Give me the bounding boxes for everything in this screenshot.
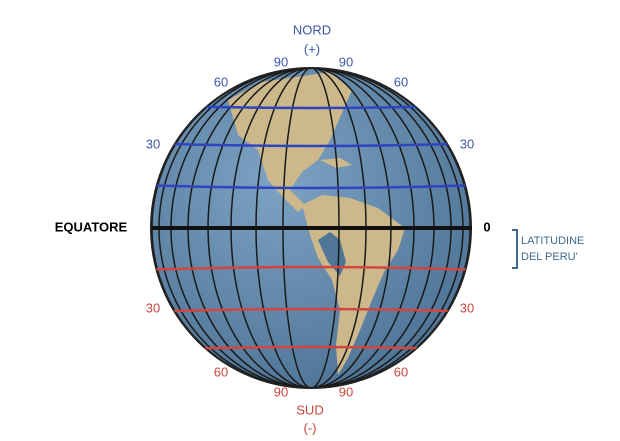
parallel xyxy=(151,307,471,314)
equator-value: 0 xyxy=(483,219,490,234)
latitude-label: 30 xyxy=(460,136,474,151)
latitude-label: 60 xyxy=(214,364,228,379)
latitude-label: 30 xyxy=(146,136,160,151)
latitude-label: 30 xyxy=(460,300,474,315)
latitude-label: 60 xyxy=(214,74,228,89)
north-sign: (+) xyxy=(304,41,320,56)
latitude-label: 90 xyxy=(339,384,353,399)
latitude-label: 90 xyxy=(339,54,353,69)
latitude-label: 90 xyxy=(274,384,288,399)
south-label: SUD xyxy=(296,402,323,417)
latitude-label: 90 xyxy=(274,54,288,69)
latitude-label: 30 xyxy=(146,300,160,315)
latitude-labels: 90 90 60 60 30 30 30 30 60 60 90 90 xyxy=(146,54,474,399)
parallel xyxy=(151,265,471,272)
parallel xyxy=(151,141,471,148)
south-sign: (-) xyxy=(304,420,317,435)
north-label: NORD xyxy=(293,22,331,37)
latitude-label: 60 xyxy=(394,364,408,379)
equator-label: EQUATORE xyxy=(55,219,128,234)
peru-label: LATITUDINE xyxy=(521,235,584,247)
latitude-label: 60 xyxy=(394,74,408,89)
parallel xyxy=(151,183,471,190)
peru-label: DEL PERU' xyxy=(521,251,578,263)
peru-bracket xyxy=(512,229,518,269)
